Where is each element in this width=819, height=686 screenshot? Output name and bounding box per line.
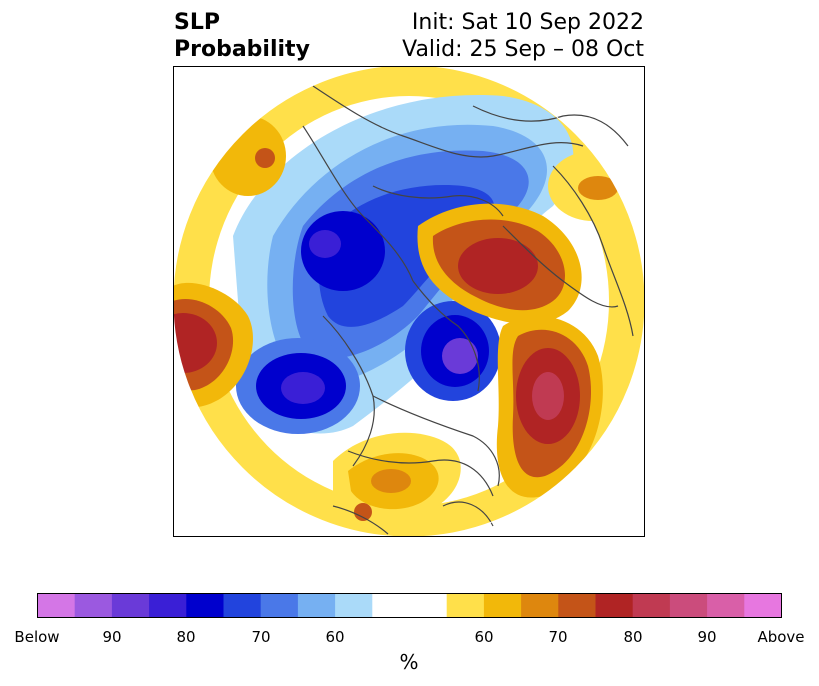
colorbar-swatch [223,593,262,618]
colorbar-swatch [632,593,671,618]
colorbar-swatch [669,593,708,618]
colorbar-tick-label: 80 [176,628,196,646]
variable-subtitle: Probability [174,37,310,62]
colorbar-tick-label: 80 [623,628,643,646]
colorbar [37,593,782,618]
colorbar-swatch [186,593,224,618]
map-borders [302,85,634,535]
colorbar-swatch [335,593,373,618]
colorbar-swatch [372,593,448,618]
probability-map [173,66,645,537]
colorbar-swatch [483,593,522,618]
colorbar-tick-label: Above [757,628,805,646]
colorbar-frame [37,593,782,618]
colorbar-tick-label: 90 [102,628,122,646]
colorbar-tick-label: Below [14,628,60,646]
colorbar-tick-label: 70 [251,628,271,646]
colorbar-swatch [37,593,76,618]
colorbar-swatch [260,593,299,618]
colorbar-tick-label: 90 [697,628,717,646]
colorbar-tick-label: 70 [548,628,568,646]
variable-title: SLP [174,10,220,35]
title-right: Init: Sat 10 Sep 2022 Valid: 25 Sep – 08… [402,9,644,63]
colorbar-swatch [446,593,485,618]
init-date: Init: Sat 10 Sep 2022 [411,10,644,35]
colorbar-boxes [37,593,782,618]
colorbar-swatch [521,593,559,618]
colorbar-swatch [558,593,596,618]
title-left: SLP Probability [174,9,310,63]
colorbar-swatch [149,593,187,618]
colorbar-unit: % [399,650,419,674]
probability-field [173,66,645,537]
colorbar-tick-label: 60 [325,628,345,646]
colorbar-swatch [297,593,336,618]
colorbar-swatch [707,593,745,618]
map-frame [173,66,645,537]
colorbar-swatch [595,593,634,618]
colorbar-swatch [111,593,150,618]
colorbar-tick-label: 60 [474,628,494,646]
colorbar-swatch [744,593,782,618]
colorbar-swatch [74,593,113,618]
valid-range: Valid: 25 Sep – 08 Oct [402,37,644,62]
